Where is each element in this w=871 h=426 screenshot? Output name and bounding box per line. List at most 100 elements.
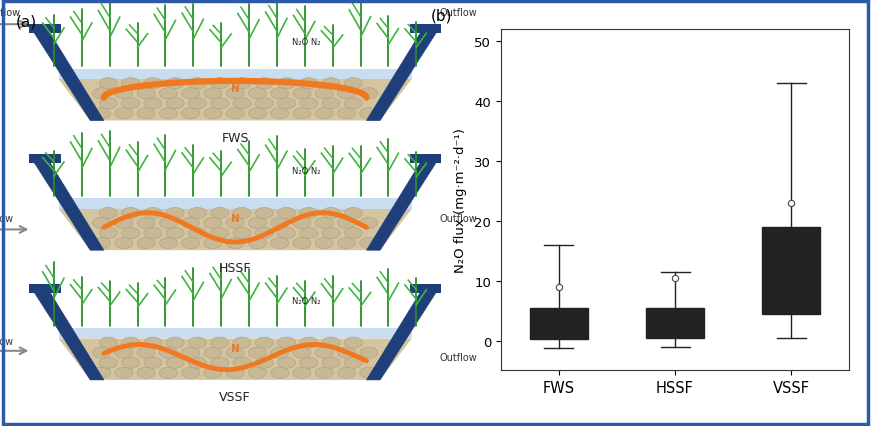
Polygon shape [58,209,412,250]
Ellipse shape [226,367,244,378]
Ellipse shape [115,238,132,249]
Ellipse shape [315,367,334,378]
Ellipse shape [137,109,155,120]
Ellipse shape [166,78,184,89]
Ellipse shape [293,89,311,100]
Ellipse shape [271,238,288,249]
PathPatch shape [762,227,820,314]
Ellipse shape [92,218,111,229]
Ellipse shape [204,89,222,100]
Ellipse shape [144,98,162,109]
Polygon shape [367,29,439,121]
Ellipse shape [92,89,111,100]
Ellipse shape [315,109,334,120]
Ellipse shape [144,357,162,368]
Ellipse shape [360,218,378,229]
Ellipse shape [300,208,318,219]
Ellipse shape [92,109,111,120]
Ellipse shape [99,208,118,219]
Ellipse shape [122,357,139,368]
Ellipse shape [144,228,162,239]
Ellipse shape [278,357,295,368]
Ellipse shape [226,89,244,100]
Ellipse shape [344,208,362,219]
Ellipse shape [137,347,155,358]
Ellipse shape [99,337,118,348]
Ellipse shape [300,228,318,239]
Ellipse shape [322,78,340,89]
Ellipse shape [248,109,267,120]
Ellipse shape [300,357,318,368]
Text: N: N [231,84,240,94]
Ellipse shape [115,218,132,229]
Ellipse shape [204,238,222,249]
Ellipse shape [204,367,222,378]
Ellipse shape [248,218,267,229]
Ellipse shape [188,337,206,348]
Ellipse shape [344,337,362,348]
Ellipse shape [233,208,251,219]
Ellipse shape [344,228,362,239]
Polygon shape [58,80,412,121]
Ellipse shape [122,208,139,219]
Ellipse shape [115,347,132,358]
Ellipse shape [226,109,244,120]
Ellipse shape [322,98,340,109]
Ellipse shape [99,98,118,109]
Ellipse shape [144,208,162,219]
Ellipse shape [211,357,229,368]
Ellipse shape [188,78,206,89]
Ellipse shape [182,347,199,358]
Ellipse shape [233,98,251,109]
Ellipse shape [122,98,139,109]
Ellipse shape [115,109,132,120]
Ellipse shape [122,78,139,89]
Ellipse shape [315,89,334,100]
Ellipse shape [182,109,199,120]
Ellipse shape [322,208,340,219]
Ellipse shape [166,228,184,239]
Ellipse shape [248,238,267,249]
Ellipse shape [315,218,334,229]
Ellipse shape [166,357,184,368]
Ellipse shape [99,228,118,239]
Ellipse shape [166,208,184,219]
Ellipse shape [137,238,155,249]
Ellipse shape [115,89,132,100]
Ellipse shape [322,337,340,348]
Ellipse shape [300,337,318,348]
FancyBboxPatch shape [409,25,442,35]
Ellipse shape [233,357,251,368]
Ellipse shape [278,78,295,89]
Ellipse shape [255,98,273,109]
Ellipse shape [322,228,340,239]
Ellipse shape [360,347,378,358]
Text: Outflow: Outflow [440,352,477,363]
Ellipse shape [248,367,267,378]
Ellipse shape [92,367,111,378]
Ellipse shape [344,357,362,368]
Polygon shape [367,288,439,380]
Ellipse shape [182,218,199,229]
Ellipse shape [360,109,378,120]
Ellipse shape [115,367,132,378]
Y-axis label: N₂O flux (mg·m⁻²·d⁻¹): N₂O flux (mg·m⁻²·d⁻¹) [455,128,467,273]
Ellipse shape [188,98,206,109]
Text: FWS: FWS [221,132,249,144]
Ellipse shape [278,228,295,239]
Ellipse shape [271,89,288,100]
Ellipse shape [300,98,318,109]
Text: Inflow: Inflow [0,214,13,224]
Ellipse shape [315,347,334,358]
Ellipse shape [255,78,273,89]
Ellipse shape [293,109,311,120]
Ellipse shape [360,238,378,249]
Ellipse shape [271,347,288,358]
Polygon shape [58,199,412,209]
Ellipse shape [122,337,139,348]
Ellipse shape [99,357,118,368]
Ellipse shape [211,228,229,239]
Ellipse shape [278,98,295,109]
Ellipse shape [204,347,222,358]
Text: Outflow: Outflow [440,214,477,224]
